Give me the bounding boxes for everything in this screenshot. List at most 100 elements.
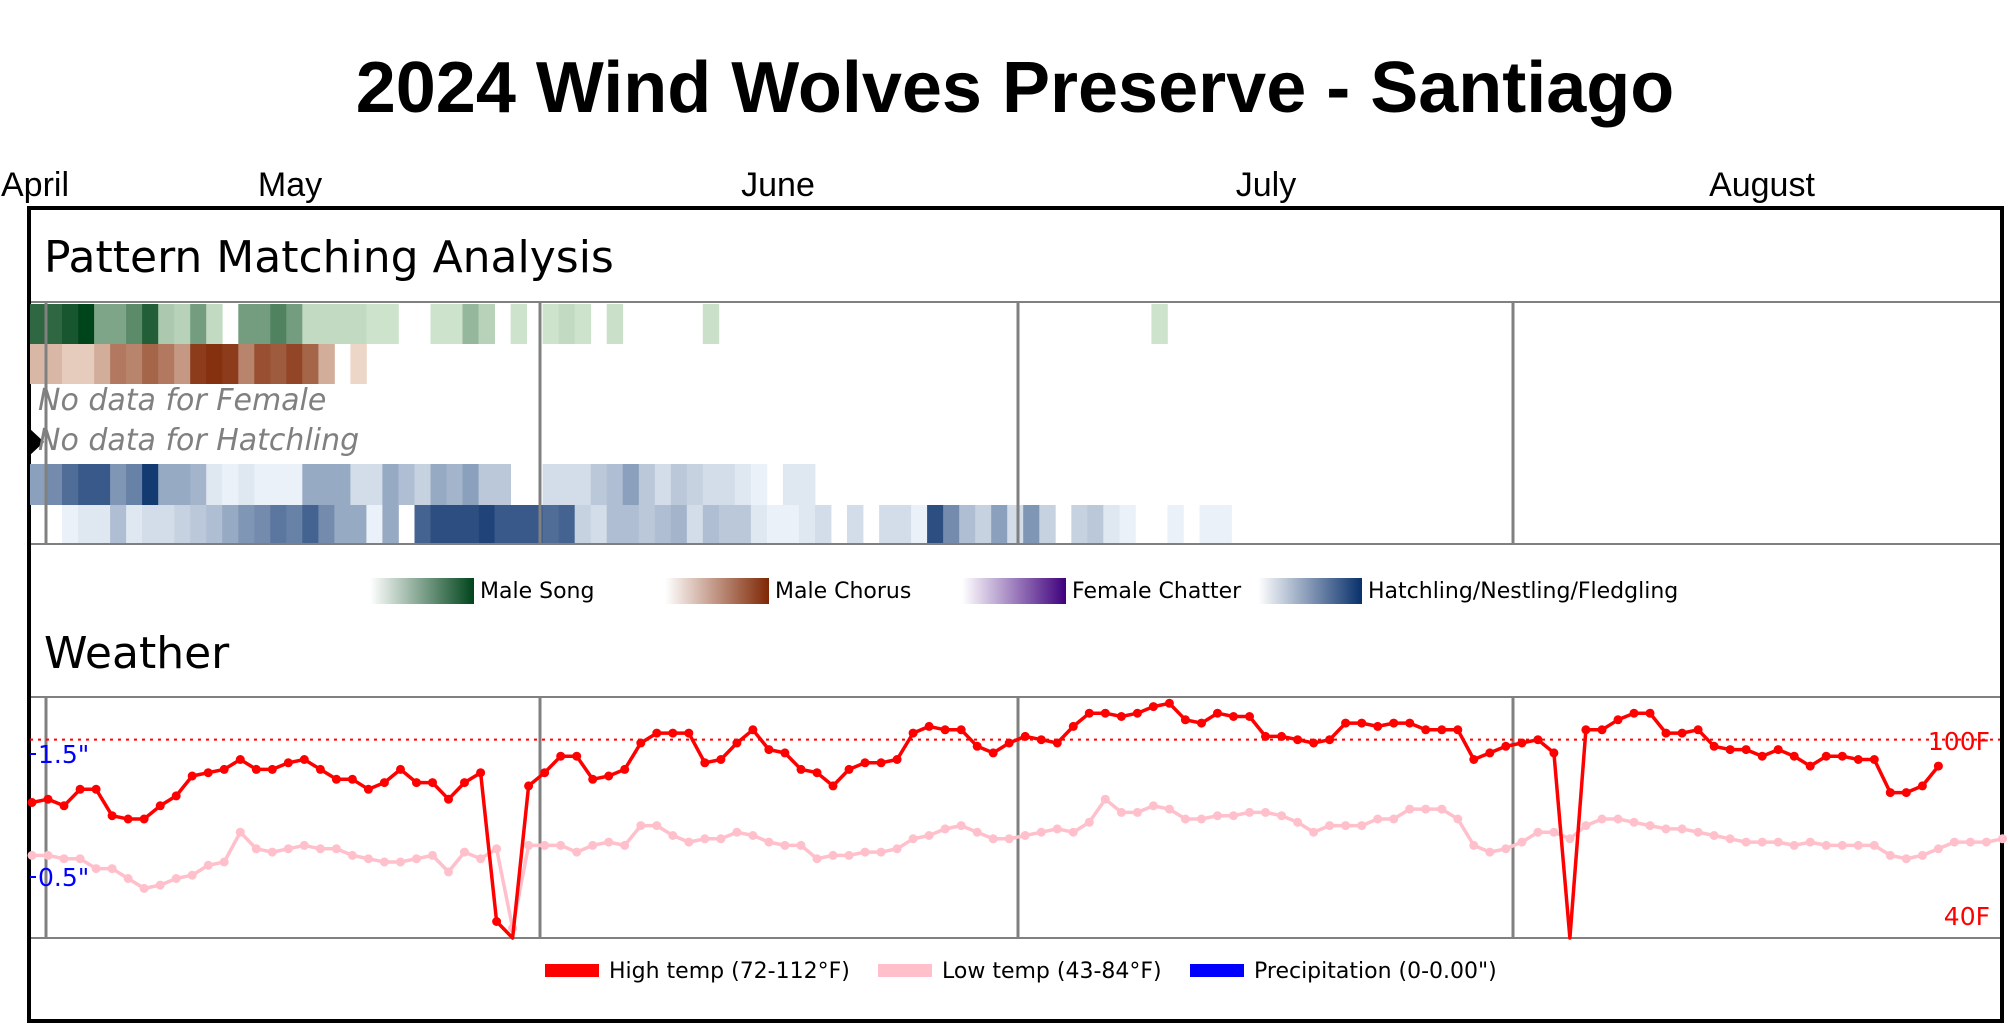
low-temp-point [1373,814,1383,824]
high-temp-point [444,794,453,804]
high-temp-point [251,764,261,774]
high-temp-line [31,701,1940,940]
low-temp-point [267,847,277,857]
legend-swatch [370,578,474,604]
high-temp-point [1164,698,1174,708]
heatmap-cell [654,505,672,545]
heatmap-cell [286,505,303,545]
high-temp-point [428,778,437,788]
high-temp-point [412,778,421,788]
heatmap-cell [815,505,832,545]
heatmap-cell [638,464,656,505]
high-temp-point [123,814,133,824]
heatmap-cell [62,464,79,505]
high-temp-point [1773,745,1783,755]
low-temp-point [940,824,950,834]
heatmap-cell [542,304,559,344]
heatmap-cell [638,505,656,545]
high-temp-point [1325,735,1335,745]
month-label-august: August [1709,166,1815,204]
high-temp-point [1068,721,1078,731]
high-temp-point [1741,745,1751,755]
heatmap-cell [142,304,159,344]
low-temp-point [299,840,309,850]
heatmap-cell [366,464,383,505]
low-temp-point [1068,827,1078,837]
heatmap-cell [558,304,576,344]
heatmap-cell [1023,505,1040,545]
heatmap-cell [991,505,1008,545]
heatmap-cell [494,505,511,545]
weather-legend-swatch [878,964,932,977]
heatmap-cell [46,304,63,344]
high-temp-point [1197,718,1206,728]
heatmap-cell [254,464,271,505]
low-temp-point [1789,840,1799,850]
high-temp-point [1501,741,1511,751]
low-temp-point [988,834,998,844]
high-temp-point [1180,715,1190,725]
high-temp-point [331,774,341,784]
heatmap-cell [62,344,79,384]
heatmap-cell [190,304,207,344]
high-temp-point [1645,708,1655,718]
heatmap-cell [446,505,463,545]
low-temp-point [1453,814,1463,824]
low-temp-point [1805,837,1815,847]
heatmap-cell [478,304,495,344]
heatmap-cell [606,505,624,545]
no-data-female: No data for Female [38,383,326,418]
heatmap-cell [750,505,768,545]
high-temp-point [1293,735,1303,745]
heatmap-cell [478,464,495,505]
low-temp-point [700,834,710,844]
low-temp-point [1293,817,1303,827]
low-temp-point [492,844,502,854]
heatmap-cell [94,344,111,384]
heatmap-cell [206,464,223,505]
legend-swatch [962,578,1066,604]
high-temp-point [1084,708,1094,718]
heatmap-cell [126,344,143,384]
high-temp-point [1821,751,1831,761]
low-temp-point [684,837,694,847]
heatmap-cell [398,464,415,505]
pattern-section-title: Pattern Matching Analysis [44,232,614,283]
legend-label: Male Song [480,579,594,604]
today-marker [29,428,44,456]
heatmap-cell [110,344,127,384]
heatmap-cell [110,464,127,505]
high-temp-point [75,784,85,794]
heatmap-cell [238,344,255,384]
month-label-may: May [258,166,322,204]
heatmap-cell [542,464,559,505]
low-temp-point [107,864,117,874]
low-temp-point [956,821,966,831]
heatmap-cell [462,505,479,545]
low-temp-point [652,821,662,831]
low-temp-point [412,854,421,864]
heatmap-cell [847,505,864,545]
low-temp-point [363,854,373,864]
low-temp-point [1741,837,1751,847]
low-temp-point [876,847,886,857]
heatmap-cell [142,344,159,384]
high-temp-point [636,738,646,748]
low-temp-point [1405,804,1415,814]
heatmap-cell [350,304,367,344]
heatmap-cell [350,464,367,505]
low-temp-point [828,850,838,860]
low-temp-point [155,880,165,890]
high-temp-point [748,725,758,735]
heatmap-cell [1071,505,1088,545]
high-temp-point [1261,731,1270,741]
high-temp-point [171,791,181,801]
low-temp-point [1581,821,1591,831]
low-temp-point [379,857,389,867]
low-temp-point [1933,844,1943,854]
low-temp-point [1277,811,1287,821]
low-temp-point [283,844,293,854]
heatmap-cell [590,464,608,505]
heatmap-cell [911,505,928,545]
